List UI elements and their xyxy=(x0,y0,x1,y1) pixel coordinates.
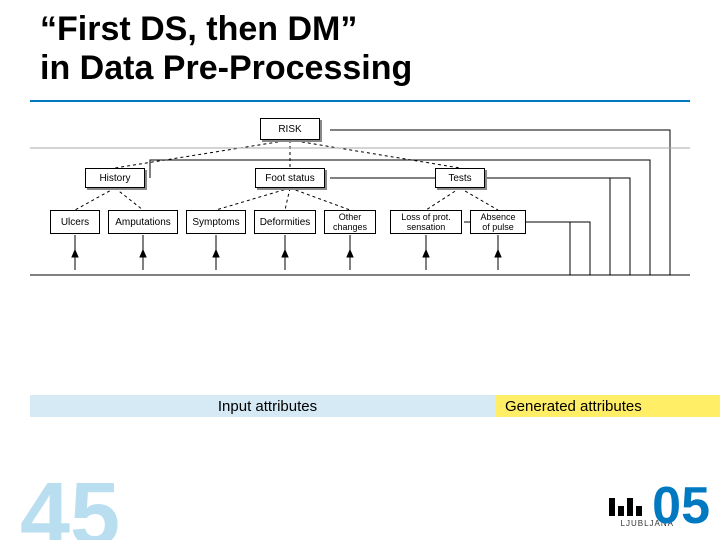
logo-icon xyxy=(609,498,642,516)
band-input-attributes: Input attributes xyxy=(30,395,495,417)
band-generated-label: Generated attributes xyxy=(505,398,642,415)
year-label: 05 xyxy=(652,480,710,532)
title-line-2: in Data Pre-Processing xyxy=(40,49,412,87)
node-deformities: Deformities xyxy=(254,210,316,234)
diagram-connectors xyxy=(30,110,690,280)
node-foot-status: Foot status xyxy=(255,168,325,188)
tree-diagram: RISK History Foot status Tests Ulcers Am… xyxy=(30,110,690,280)
band-generated-attributes: Generated attributes xyxy=(495,395,720,417)
title-line-1: “First DS, then DM” xyxy=(40,10,357,48)
node-amputations: Amputations xyxy=(108,210,178,234)
node-tests: Tests xyxy=(435,168,485,188)
node-symptoms: Symptoms xyxy=(186,210,246,234)
slide-title: “First DS, then DM” in Data Pre-Processi… xyxy=(40,10,680,88)
node-ulcers: Ulcers xyxy=(50,210,100,234)
node-loss-sensation: Loss of prot. sensation xyxy=(390,210,462,234)
title-underline xyxy=(30,100,690,102)
node-root-label: RISK xyxy=(278,124,301,135)
node-history: History xyxy=(85,168,145,188)
node-absence-pulse: Absence of pulse xyxy=(470,210,526,234)
page-number: 45 xyxy=(20,470,120,540)
node-other-changes: Other changes xyxy=(324,210,376,234)
slide: “First DS, then DM” in Data Pre-Processi… xyxy=(0,0,720,540)
node-root: RISK xyxy=(260,118,320,140)
band-input-label: Input attributes xyxy=(218,398,317,415)
